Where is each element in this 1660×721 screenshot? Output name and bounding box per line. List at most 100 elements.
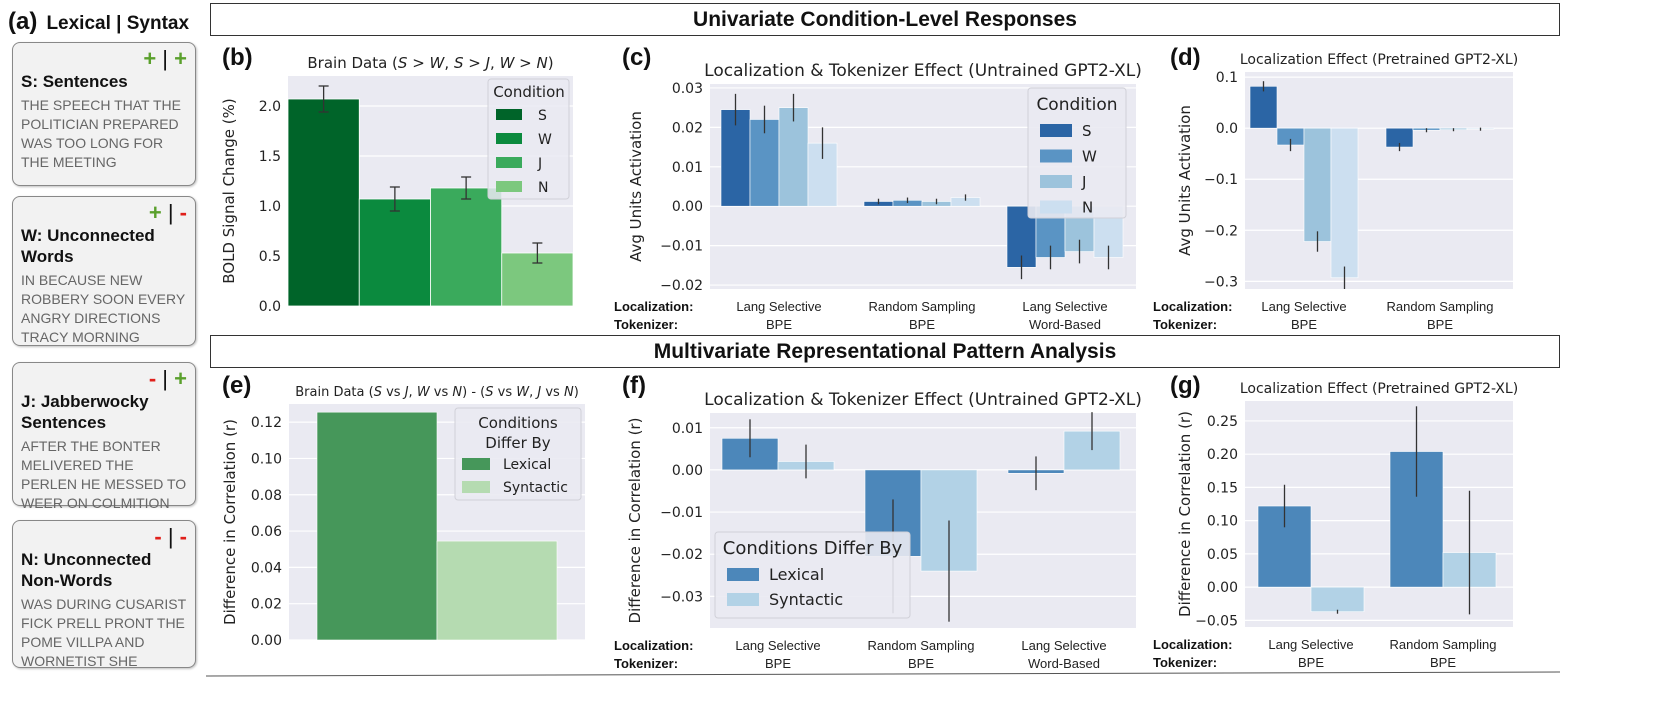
title-span: N — [537, 54, 548, 72]
row-label-tokenizer: Tokenizer: — [614, 317, 678, 332]
title-span: > — [407, 54, 429, 72]
y-tick-label: 0.25 — [1207, 414, 1238, 430]
legend-swatch-Syntactic — [727, 593, 759, 606]
bar-S — [1249, 85, 1278, 129]
title-span: > — [463, 54, 485, 72]
y-tick-label: −0.01 — [660, 239, 703, 255]
y-axis-label: Difference in Correlation (r) — [626, 418, 644, 624]
lexical-mark: - — [148, 366, 157, 391]
title-span: Brain Data ( — [307, 54, 398, 72]
tokenizer-label: BPE — [766, 317, 792, 332]
title-span: S — [454, 54, 464, 72]
card-title: J: Jabberwocky Sentences — [21, 392, 149, 432]
localization-label: Lang Selective — [735, 638, 820, 653]
tokenizer-label: BPE — [1298, 655, 1324, 670]
legend-box — [714, 531, 911, 619]
bar-W — [358, 198, 431, 307]
localization-label: Lang Selective — [1022, 299, 1107, 314]
legend-title: Differ By — [485, 434, 551, 452]
lexical-mark: + — [148, 200, 162, 225]
row-label-localization: Localization: — [1153, 299, 1232, 314]
bar-Syntactic — [1063, 430, 1121, 471]
legend-swatch-J — [496, 157, 522, 168]
row-label-localization: Localization: — [614, 638, 693, 653]
legend-swatch-J — [1040, 175, 1072, 188]
y-tick-label: 2.0 — [259, 99, 281, 115]
multivariate-section-header: Multivariate Representational Pattern An… — [210, 335, 1560, 368]
legend-label-J: J — [1081, 173, 1086, 191]
legend-label-J: J — [537, 156, 542, 172]
card-marks: - | + — [148, 366, 187, 391]
plot-area — [1245, 72, 1513, 289]
title-span: W — [516, 385, 530, 400]
tokenizer-label: BPE — [1427, 317, 1453, 332]
legend-label-W: W — [1082, 148, 1097, 166]
syntax-mark: - — [179, 200, 187, 225]
lexical-syntax-header: Lexical | Syntax — [46, 13, 190, 34]
legend-swatch-Lexical — [727, 568, 759, 581]
bar-Syntactic — [1310, 586, 1365, 613]
bar-J — [778, 107, 809, 207]
title-span: ) — [574, 385, 579, 400]
y-tick-label: 0.06 — [251, 524, 282, 540]
y-tick-label: 0.15 — [1207, 480, 1238, 496]
y-tick-label: 0.12 — [251, 415, 282, 431]
legend-label-W: W — [538, 132, 552, 148]
title-span: vs — [494, 385, 517, 400]
localization-label: Random Sampling — [1387, 299, 1494, 314]
title-span: , — [444, 54, 454, 72]
y-tick-label: 0.05 — [1207, 547, 1238, 563]
bar-S — [287, 98, 360, 307]
y-tick-label: 0.10 — [251, 451, 282, 467]
title-span: S — [398, 54, 408, 72]
localization-label: Random Sampling — [868, 638, 975, 653]
tokenizer-label: BPE — [1430, 655, 1456, 670]
y-tick-label: 0.10 — [1207, 514, 1238, 530]
legend-swatch-Syntactic — [462, 481, 490, 493]
legend-swatch-N — [1040, 200, 1072, 214]
title-span: , — [529, 385, 537, 400]
legend-label-Lexical: Lexical — [503, 457, 551, 473]
syntax-mark: + — [174, 366, 187, 391]
condition-card-n: - | - N: Unconnected Non-Words WAS DURIN… — [12, 520, 196, 669]
localization-label: Lang Selective — [1021, 638, 1106, 653]
y-tick-label: 0.0 — [259, 299, 281, 315]
title-span: J — [483, 54, 490, 72]
bottom-rule — [205, 671, 1561, 677]
legend-swatch-W — [496, 133, 522, 144]
card-title: S: Sentences — [21, 72, 128, 91]
y-axis-label: Avg Units Activation — [627, 111, 645, 262]
y-tick-label: −0.03 — [660, 589, 703, 605]
chart-title: Localization Effect (Pretrained GPT2-XL) — [1240, 381, 1518, 397]
localization-label: Lang Selective — [736, 299, 821, 314]
y-tick-label: 1.5 — [259, 149, 281, 165]
y-tick-label: 0.01 — [672, 160, 703, 176]
title-span: J — [534, 385, 541, 400]
tokenizer-label: Word-Based — [1028, 656, 1100, 671]
chart-title: Localization & Tokenizer Effect (Untrain… — [704, 390, 1142, 410]
bar-Syntactic — [436, 540, 558, 641]
y-tick-label: 0.1 — [1216, 70, 1238, 86]
legend-label-Syntactic: Syntactic — [769, 590, 843, 609]
row-label-localization: Localization: — [614, 299, 693, 314]
legend-swatch-N — [496, 181, 522, 192]
univariate-section-header: Univariate Condition-Level Responses — [210, 3, 1560, 36]
y-tick-label: 0.02 — [672, 120, 703, 136]
legend-label-Syntactic: Syntactic — [503, 480, 568, 496]
title-span: > — [514, 54, 536, 72]
bar-J — [430, 187, 503, 307]
title-span: ) — [548, 54, 554, 72]
condition-card-s: + | + S: Sentences THE SPEECH THAT THE P… — [12, 42, 196, 186]
bar-Lexical — [316, 411, 438, 641]
title-span: N — [564, 385, 574, 400]
tokenizer-label: BPE — [1291, 317, 1317, 332]
panel-c-letter: (c) — [622, 44, 652, 71]
title-span: N — [452, 385, 462, 400]
chart-title: Localization & Tokenizer Effect (Untrain… — [704, 61, 1142, 81]
localization-label: Random Sampling — [1390, 637, 1497, 652]
title-span: W — [500, 54, 516, 72]
chart-title: Brain Data (S vs J, W vs N) - (S vs W, J… — [295, 385, 579, 400]
y-tick-label: −0.02 — [660, 278, 703, 294]
panel-e-letter: (e) — [222, 372, 252, 399]
tokenizer-label: BPE — [765, 656, 791, 671]
